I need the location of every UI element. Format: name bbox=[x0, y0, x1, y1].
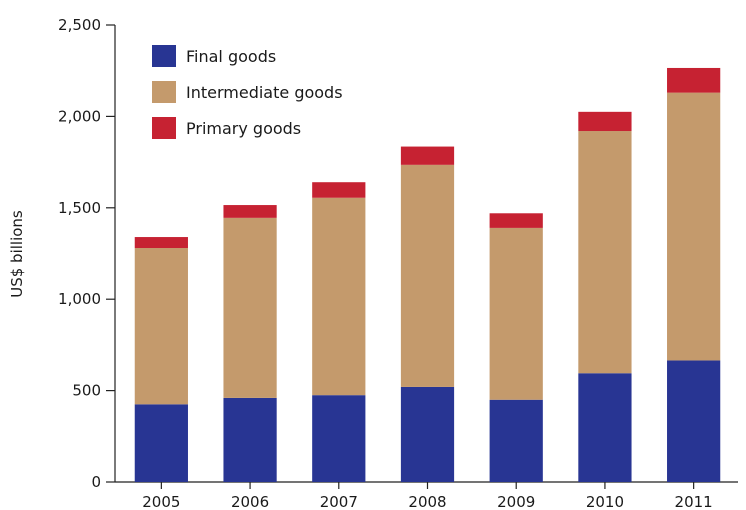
y-tick-label: 500 bbox=[72, 382, 101, 400]
bar-final-goods-2010 bbox=[578, 373, 632, 482]
x-tick-label: 2008 bbox=[408, 493, 446, 510]
y-tick-label: 2,000 bbox=[58, 107, 101, 125]
y-ticks: 0 500 1,000 1,500 2,000 2,500 bbox=[58, 16, 115, 491]
bar-primary-goods-2009 bbox=[489, 213, 543, 228]
bar-primary-goods-2005 bbox=[134, 237, 188, 249]
legend-swatch-final-goods bbox=[152, 45, 176, 67]
y-tick-label: 1,000 bbox=[58, 290, 101, 308]
legend-label-primary-goods: Primary goods bbox=[186, 119, 301, 138]
bar-final-goods-2009 bbox=[489, 399, 543, 482]
y-axis-title: US$ billions bbox=[8, 210, 26, 298]
legend-label-intermediate-goods: Intermediate goods bbox=[186, 83, 343, 102]
legend-swatch-intermediate-goods bbox=[152, 81, 176, 103]
x-tick-label: 2009 bbox=[497, 493, 535, 510]
bar-final-goods-2007 bbox=[312, 395, 366, 482]
bar-final-goods-2011 bbox=[667, 360, 721, 482]
bar-intermediate-goods-2009 bbox=[489, 227, 543, 400]
x-tick-label: 2006 bbox=[231, 493, 269, 510]
bar-intermediate-goods-2005 bbox=[134, 248, 188, 405]
bar-intermediate-goods-2011 bbox=[667, 92, 721, 361]
y-tick-label: 1,500 bbox=[58, 199, 101, 217]
bar-primary-goods-2008 bbox=[400, 146, 455, 165]
bar-intermediate-goods-2010 bbox=[578, 131, 632, 374]
x-tick-label: 2007 bbox=[320, 493, 358, 510]
bar-final-goods-2006 bbox=[223, 397, 277, 482]
bar-primary-goods-2007 bbox=[312, 182, 366, 198]
x-tick-label: 2005 bbox=[142, 493, 180, 510]
bar-intermediate-goods-2006 bbox=[223, 217, 277, 398]
bar-final-goods-2005 bbox=[134, 404, 188, 482]
bar-final-goods-2008 bbox=[400, 386, 455, 482]
bar-primary-goods-2006 bbox=[223, 205, 277, 218]
x-tick-label: 2010 bbox=[586, 493, 624, 510]
x-tick-label: 2011 bbox=[675, 493, 713, 510]
bar-intermediate-goods-2007 bbox=[312, 197, 366, 396]
bar-primary-goods-2011 bbox=[667, 67, 721, 93]
bar-intermediate-goods-2008 bbox=[400, 164, 455, 387]
bars bbox=[134, 67, 721, 482]
bar-primary-goods-2010 bbox=[578, 111, 632, 132]
y-tick-label: 0 bbox=[91, 473, 101, 491]
legend: Final goods Intermediate goods Primary goo… bbox=[152, 45, 343, 139]
legend-swatch-primary-goods bbox=[152, 117, 176, 139]
x-ticks: 2005 2006 2007 2008 2009 2010 2011 bbox=[142, 482, 713, 510]
y-tick-label: 2,500 bbox=[58, 16, 101, 34]
legend-label-final-goods: Final goods bbox=[186, 47, 276, 66]
